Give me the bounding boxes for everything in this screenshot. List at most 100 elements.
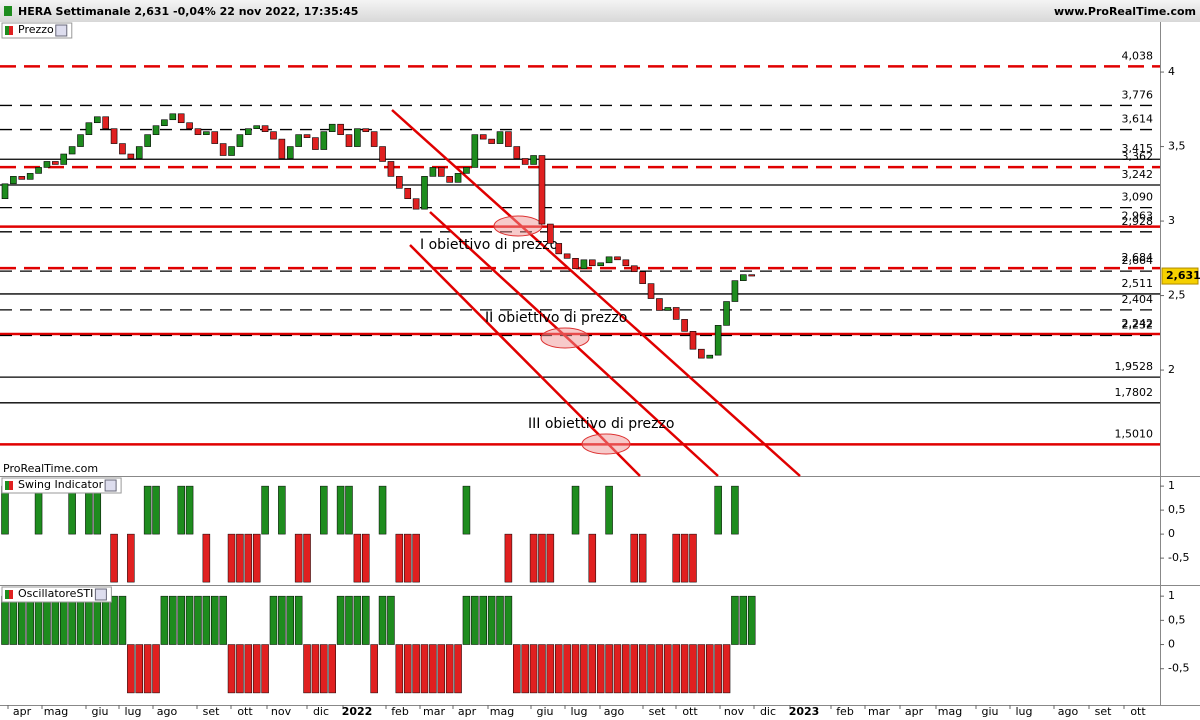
pane-icon (94, 588, 107, 601)
x-tick-label: apr (13, 705, 32, 718)
candle (337, 123, 344, 135)
indicator-bar (9, 595, 18, 645)
candle (622, 259, 630, 267)
level-label: 2,928 (1122, 215, 1154, 228)
indicator-bar (18, 595, 26, 645)
candle (320, 131, 328, 150)
indicator-bar (722, 644, 731, 694)
candle (614, 256, 621, 261)
indicator-bar (370, 644, 378, 694)
candle (135, 146, 143, 159)
indicator-bar (420, 644, 429, 694)
indicator-bar (261, 644, 269, 694)
level-label: 3,614 (1122, 113, 1154, 126)
indicator-bar (328, 644, 336, 694)
header-site: www.ProRealTime.com (1054, 5, 1196, 18)
candle (354, 128, 361, 147)
candle (186, 122, 193, 129)
indicator-bar (479, 595, 487, 645)
candle (152, 125, 160, 135)
indicator-bar (571, 644, 580, 694)
candle (664, 307, 672, 311)
indicator-bar (127, 644, 135, 694)
pane-title-box (1, 22, 73, 39)
candle (463, 167, 470, 174)
indicator-bar (689, 533, 697, 583)
candle (446, 176, 453, 183)
pane-title: Swing Indicator (18, 478, 104, 491)
indicator-bar (345, 485, 353, 535)
candle (312, 137, 319, 150)
candle (211, 131, 219, 144)
indicator-bar (43, 595, 51, 645)
indicator-bar (588, 644, 597, 694)
indicator-bar (177, 595, 185, 645)
y-tick-label: 3,5 (1168, 140, 1186, 153)
level-label: 3,090 (1122, 191, 1154, 204)
pane-icon (9, 26, 13, 35)
indicator-bar (697, 644, 706, 694)
candle (169, 113, 177, 121)
indicator-bar (127, 533, 135, 583)
y-tick-label: 0,5 (1168, 503, 1186, 516)
y-tick-label: 2 (1168, 363, 1175, 376)
pane-icon (55, 24, 68, 37)
indicator-bar (445, 644, 454, 694)
indicator-bar (353, 533, 362, 583)
indicator-bar (269, 595, 278, 645)
level-label: 2,404 (1122, 293, 1154, 306)
candle (194, 128, 202, 135)
indicator-bar (538, 644, 546, 694)
candle (723, 301, 730, 326)
y-tick-label: -0,5 (1168, 551, 1189, 564)
indicator-bar (336, 595, 345, 645)
candle (379, 146, 386, 162)
indicator-bar (605, 485, 613, 535)
indicator-bar (706, 644, 714, 694)
indicator-bar (93, 595, 102, 645)
candle (588, 259, 596, 267)
indicator-bar (630, 533, 638, 583)
candle (43, 161, 51, 168)
indicator-bar (320, 644, 328, 694)
x-tick-label: ago (1058, 705, 1079, 718)
indicator-bar (110, 595, 118, 645)
y-tick-label: 3 (1168, 214, 1175, 227)
candle (672, 307, 680, 320)
pane-icon (5, 26, 9, 35)
indicator-bar (638, 533, 647, 583)
pane-icon (9, 590, 13, 599)
x-tick-label: giu (981, 705, 998, 718)
indicator-bar (437, 644, 446, 694)
indicator-bar (487, 595, 496, 645)
indicator-bar (605, 644, 613, 694)
header-bar (0, 0, 1200, 22)
indicator-bar (395, 644, 404, 694)
candle (219, 143, 227, 156)
indicator-bar (336, 485, 345, 535)
indicator-bar (731, 595, 739, 645)
indicator-bar (395, 533, 404, 583)
x-tick-label: 2022 (342, 705, 373, 718)
indicator-bar (294, 595, 303, 645)
candle (496, 131, 504, 144)
candle (10, 176, 17, 185)
candle (521, 158, 529, 165)
annotation: II obiettivo di prezzo (485, 310, 627, 326)
x-tick-label: apr (458, 705, 477, 718)
indicator-bar (152, 485, 160, 535)
target-ellipse (581, 433, 631, 455)
indicator-bar (261, 485, 269, 535)
indicator-bar (202, 595, 211, 645)
indicator-bar (362, 533, 370, 583)
last-price-label: 2,631 (1166, 269, 1200, 282)
candle (278, 138, 286, 159)
candle (68, 146, 76, 155)
pane-icon (104, 479, 117, 492)
indicator-bar (278, 595, 286, 645)
level-label: 2,963 (1122, 210, 1154, 223)
indicator-bar (412, 533, 420, 583)
level-label: 3,242 (1122, 168, 1154, 181)
x-tick-label: apr (905, 705, 924, 718)
indicator-bar (303, 533, 311, 583)
